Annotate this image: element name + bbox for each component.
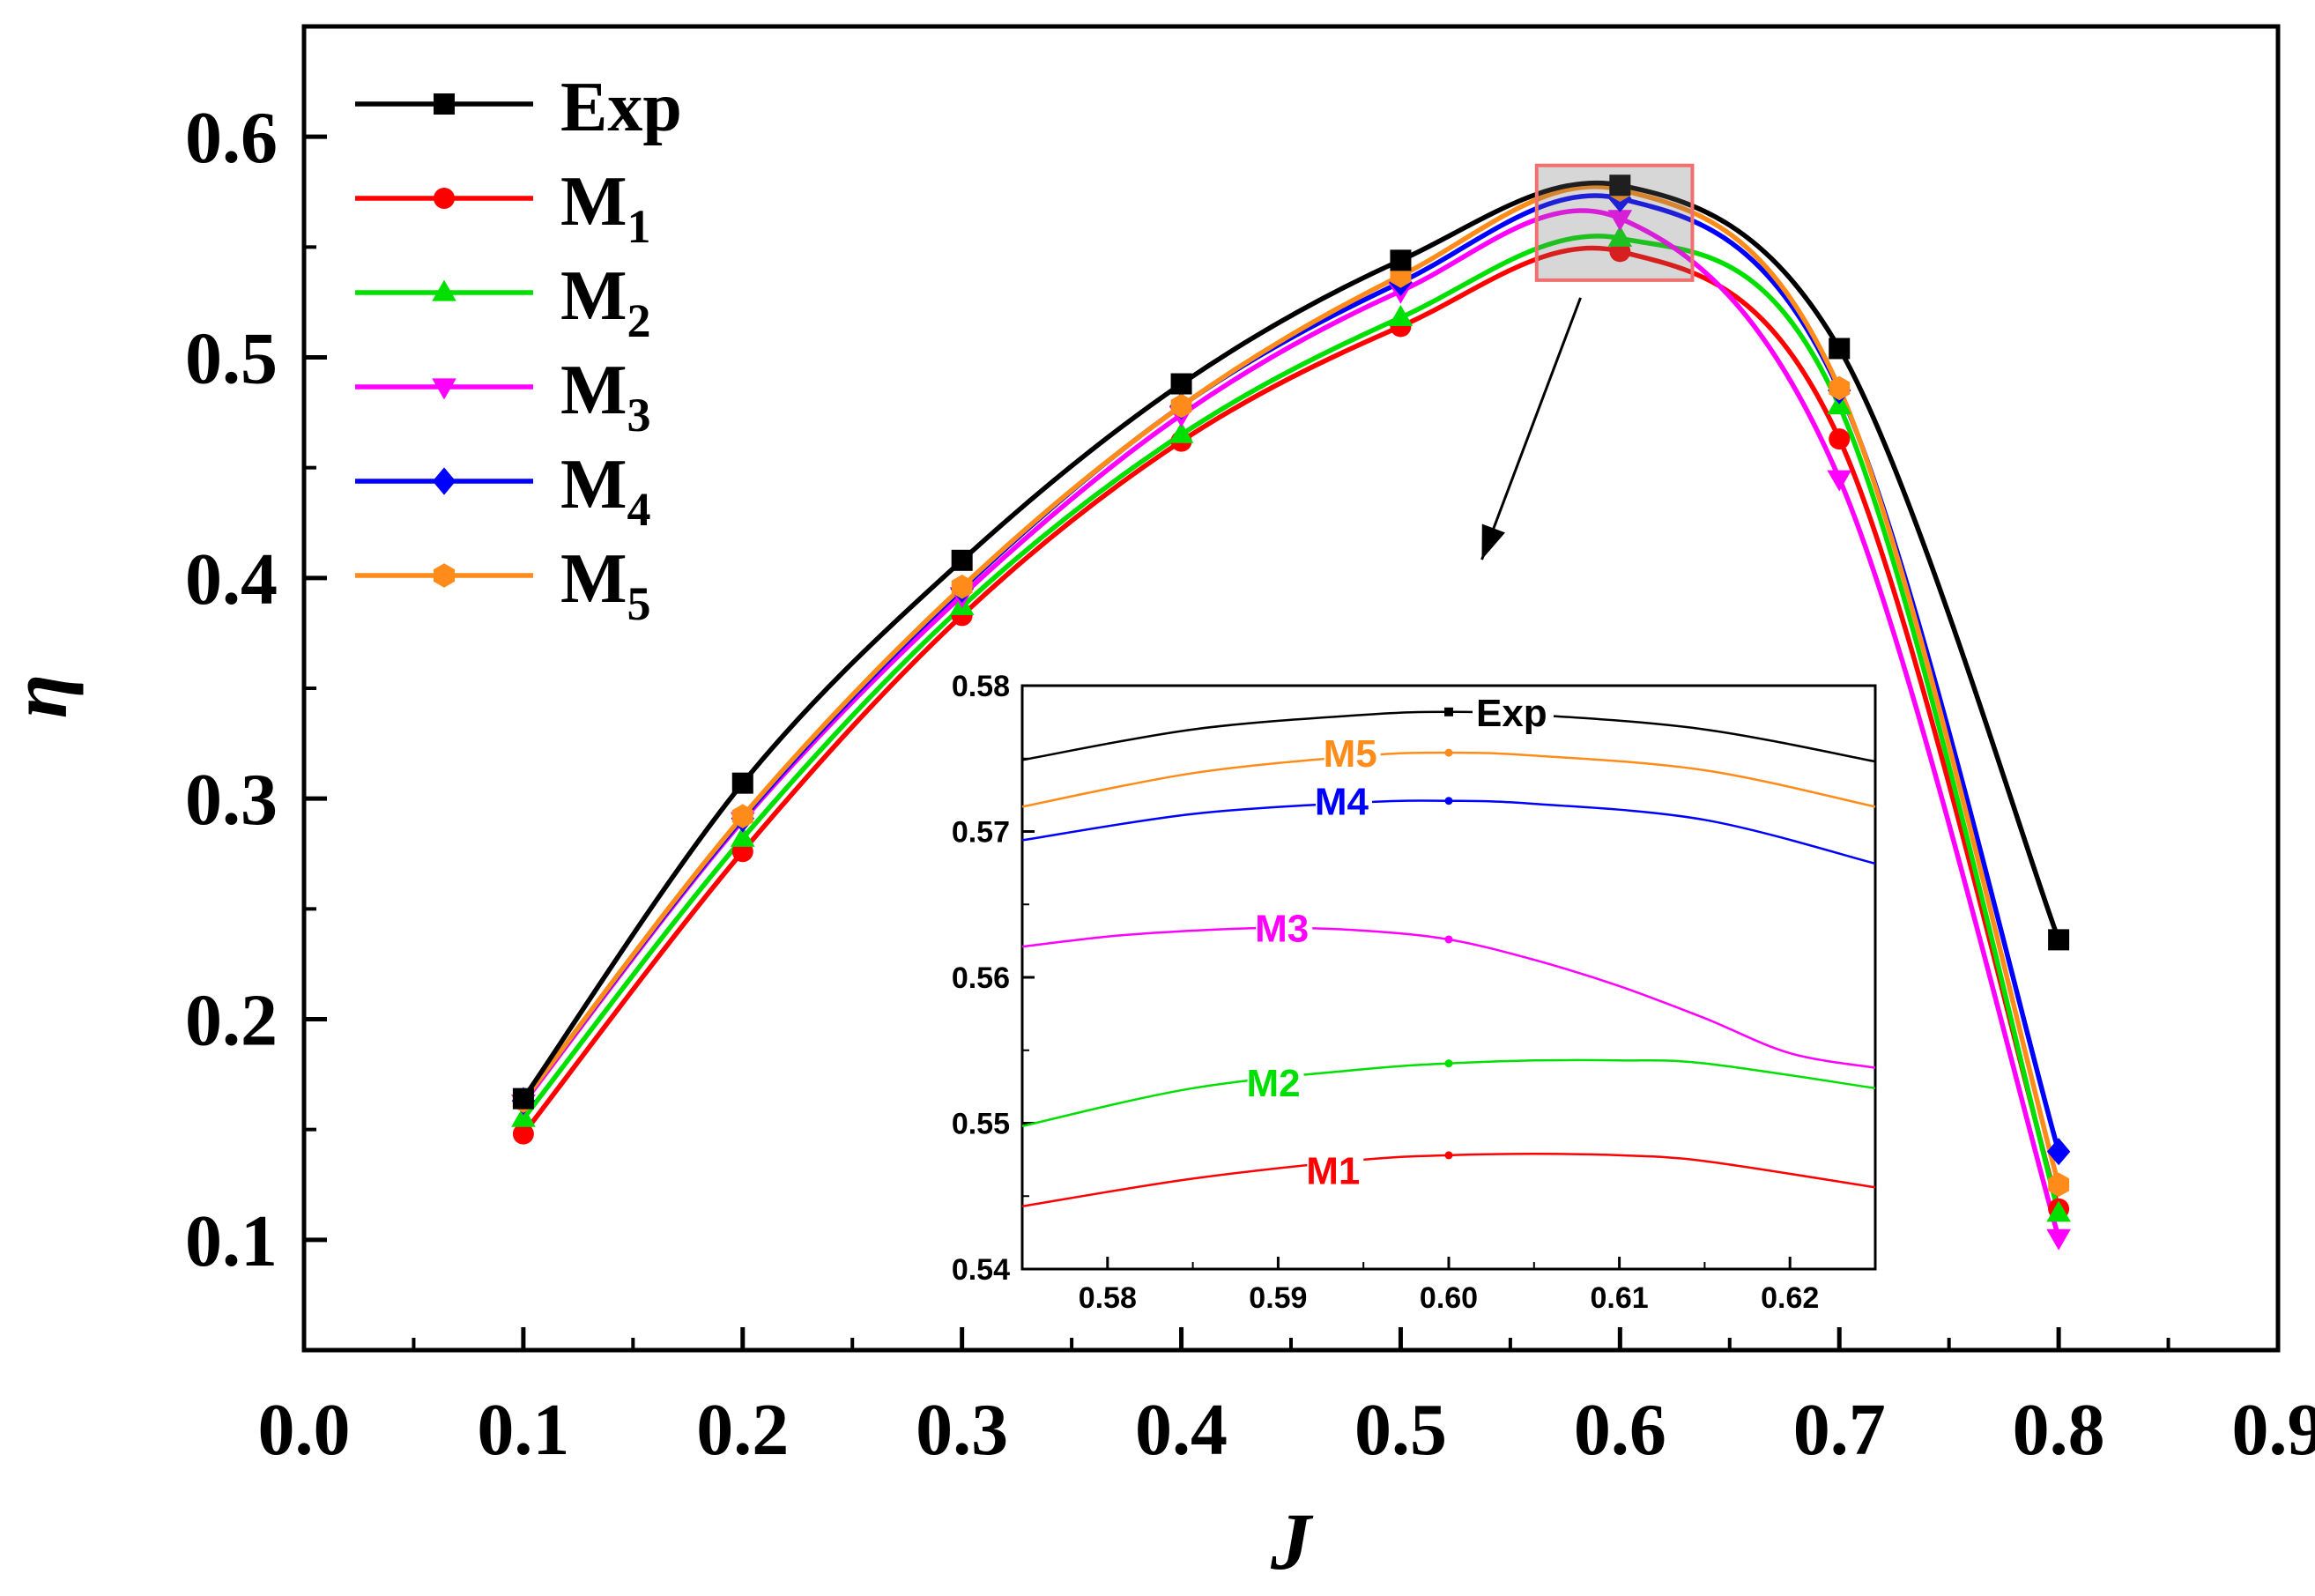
data-point-Exp: [1170, 373, 1192, 395]
inset-label-bg: [1324, 731, 1381, 775]
data-point-Exp: [2048, 929, 2070, 951]
y-tick-label: 0.2: [185, 980, 278, 1062]
inset-label-bg: [1316, 779, 1373, 822]
data-point-M2: [1169, 421, 1194, 443]
data-point-Exp: [1390, 249, 1412, 271]
legend-marker-M4: [432, 467, 456, 495]
inset-label-M4: M4: [1315, 781, 1369, 824]
y-tick-label: 0.3: [185, 759, 278, 841]
inset-point-M2: [1444, 1059, 1453, 1068]
legend-label-M4: M4: [560, 446, 651, 536]
data-point-M2: [1388, 305, 1413, 327]
zoom-region-box: [1534, 163, 1695, 282]
data-point-M4: [2046, 1138, 2071, 1166]
legend-marker-M1: [434, 188, 455, 209]
x-tick-label: 0.1: [477, 1389, 569, 1471]
zoom-arrow-line: [1480, 297, 1582, 560]
inset-x-tick-label: 0.58: [1079, 1281, 1137, 1315]
y-tick-label: 0.1: [185, 1200, 278, 1282]
inset-point-M4: [1444, 797, 1453, 805]
inset-line-M2: [1021, 1058, 1876, 1128]
y-tick-label: 0.4: [185, 538, 278, 620]
data-point-M5: [731, 804, 753, 828]
series-line-M1: [521, 245, 2061, 1210]
x-tick-label: 0.2: [696, 1389, 789, 1471]
inset-label-M5: M5: [1324, 732, 1377, 776]
zoom-indicator: [1480, 163, 1695, 560]
x-tick-label: 0.4: [1135, 1389, 1228, 1471]
legend-label-M2: M2: [560, 257, 651, 347]
inset-frame: [1020, 684, 1877, 1271]
data-point-M5: [951, 575, 973, 599]
data-point-M1: [1829, 428, 1851, 450]
inset-x-tick-label: 0.59: [1249, 1281, 1307, 1315]
legend-marker-M2: [432, 279, 456, 301]
main-plot: 0.0 0.1 0.2 0.3 0.4 0.5 0.6 0.7 0.8 0.9 0.1 0.2 0.3 0…: [0, 24, 2315, 1586]
x-axis-title: J: [1270, 1496, 1314, 1586]
inset-label-M3: M3: [1255, 908, 1309, 951]
series-line-M5: [521, 183, 2061, 1186]
data-point-Exp: [951, 549, 973, 571]
inset-y-tick-label: 0.56: [952, 961, 1010, 995]
inset-line-M1: [1021, 1153, 1876, 1208]
inset-point-M1: [1444, 1151, 1453, 1160]
inset-label-Exp: Exp: [1476, 692, 1547, 735]
data-point-M3: [1607, 210, 1633, 232]
data-point-M2: [2046, 1200, 2071, 1222]
inset-label-bg: [1247, 1061, 1304, 1104]
inset-label-bg: [1256, 906, 1313, 949]
inset-y-tick-label: 0.57: [952, 816, 1010, 850]
series-line-M2: [521, 234, 2061, 1214]
inset-x-tick-label: 0.60: [1420, 1281, 1478, 1315]
x-tick-label: 0.5: [1354, 1389, 1447, 1471]
data-point-M1: [512, 1123, 534, 1145]
legend-label-Exp: Exp: [560, 69, 682, 146]
inset-line-M3: [1021, 926, 1876, 1069]
data-point-M3: [2046, 1229, 2071, 1251]
data-point-M5: [2048, 1172, 2070, 1197]
data-point-M2: [730, 825, 755, 847]
data-point-M5: [1170, 393, 1192, 419]
legend-label-M1: M1: [560, 163, 651, 253]
legend-marker-Exp: [434, 93, 455, 115]
inset-plot: 0.58 0.59 0.60 0.61 0.62 0.54 0.55 0.56 0.57 0.58…: [952, 670, 1877, 1315]
inset-label-bg: [1307, 1148, 1364, 1191]
inset-label-M1: M1: [1306, 1149, 1360, 1192]
x-tick-label: 0.3: [916, 1389, 1008, 1471]
inset-x-tick-label: 0.61: [1591, 1281, 1649, 1315]
inset-label-M2: M2: [1246, 1062, 1300, 1105]
legend-marker-M3: [432, 378, 456, 400]
inset-y-tick-label: 0.58: [952, 670, 1010, 703]
y-tick-label: 0.6: [185, 97, 278, 179]
data-point-M2: [1607, 225, 1633, 247]
legend-label-M3: M3: [560, 352, 651, 442]
y-tick-label: 0.5: [185, 318, 278, 400]
x-tick-label: 0.8: [2013, 1389, 2105, 1471]
inset-label-bg: [1472, 690, 1554, 733]
inset-y-tick-label: 0.54: [952, 1253, 1010, 1287]
legend-marker-M5: [434, 563, 455, 588]
x-tick-label: 0.9: [2232, 1389, 2315, 1471]
y-axis-title: η: [0, 674, 84, 719]
series-line-Exp: [521, 180, 2061, 1101]
inset-point-M5: [1444, 748, 1453, 757]
data-point-Exp: [1829, 338, 1851, 360]
inset-x-tick-label: 0.62: [1761, 1281, 1819, 1315]
inset-point-M3: [1444, 935, 1453, 944]
data-point-M3: [1827, 470, 1852, 492]
legend-label-M5: M5: [560, 540, 651, 630]
data-point-Exp: [731, 772, 753, 794]
inset-y-tick-label: 0.55: [952, 1108, 1010, 1141]
data-point-M5: [1829, 375, 1851, 401]
x-tick-label: 0.6: [1574, 1389, 1666, 1471]
zoom-arrow-head: [1481, 523, 1505, 560]
data-point-Exp: [512, 1088, 534, 1110]
x-tick-label: 0.0: [258, 1389, 351, 1471]
inset-point-Exp: [1444, 707, 1453, 716]
data-point-M2: [511, 1105, 536, 1127]
data-point-Exp: [1609, 174, 1631, 197]
x-tick-label: 0.7: [1793, 1389, 1886, 1471]
